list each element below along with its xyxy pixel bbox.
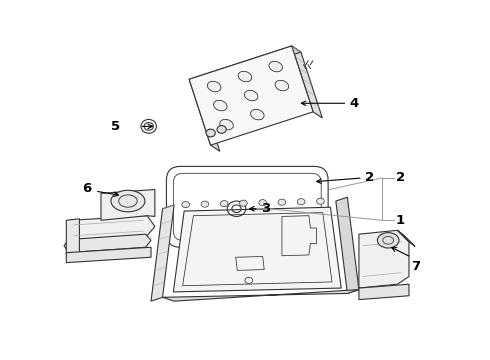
Polygon shape xyxy=(336,197,359,293)
Text: 3: 3 xyxy=(261,202,270,215)
Ellipse shape xyxy=(278,199,286,205)
Ellipse shape xyxy=(111,190,145,212)
Text: 6: 6 xyxy=(82,182,92,195)
Ellipse shape xyxy=(206,129,215,137)
Ellipse shape xyxy=(201,201,209,207)
Ellipse shape xyxy=(214,100,227,111)
Ellipse shape xyxy=(238,71,252,82)
Ellipse shape xyxy=(182,202,190,208)
Ellipse shape xyxy=(245,90,258,101)
Polygon shape xyxy=(173,207,341,292)
Polygon shape xyxy=(189,46,313,145)
Ellipse shape xyxy=(317,198,324,204)
Text: 4: 4 xyxy=(350,97,359,110)
Polygon shape xyxy=(163,289,359,301)
Ellipse shape xyxy=(259,199,267,206)
Ellipse shape xyxy=(377,233,399,248)
Polygon shape xyxy=(397,230,415,247)
Polygon shape xyxy=(151,205,174,301)
Ellipse shape xyxy=(275,80,289,91)
Text: 2: 2 xyxy=(365,171,374,184)
Polygon shape xyxy=(292,46,322,118)
Polygon shape xyxy=(64,234,151,253)
Polygon shape xyxy=(189,79,220,151)
Ellipse shape xyxy=(250,109,264,120)
Ellipse shape xyxy=(207,81,221,92)
Ellipse shape xyxy=(297,199,305,205)
Ellipse shape xyxy=(269,61,282,72)
Ellipse shape xyxy=(220,201,228,207)
Polygon shape xyxy=(359,230,409,288)
Polygon shape xyxy=(101,189,155,220)
Ellipse shape xyxy=(217,126,226,133)
Text: 2: 2 xyxy=(396,171,405,184)
Polygon shape xyxy=(189,46,301,85)
Ellipse shape xyxy=(220,120,233,130)
Polygon shape xyxy=(66,219,79,255)
Text: 7: 7 xyxy=(411,260,420,273)
Polygon shape xyxy=(70,216,155,239)
Polygon shape xyxy=(66,247,151,263)
Text: 1: 1 xyxy=(396,214,405,227)
Text: 5: 5 xyxy=(111,120,120,133)
Ellipse shape xyxy=(240,200,247,206)
Polygon shape xyxy=(359,284,409,300)
